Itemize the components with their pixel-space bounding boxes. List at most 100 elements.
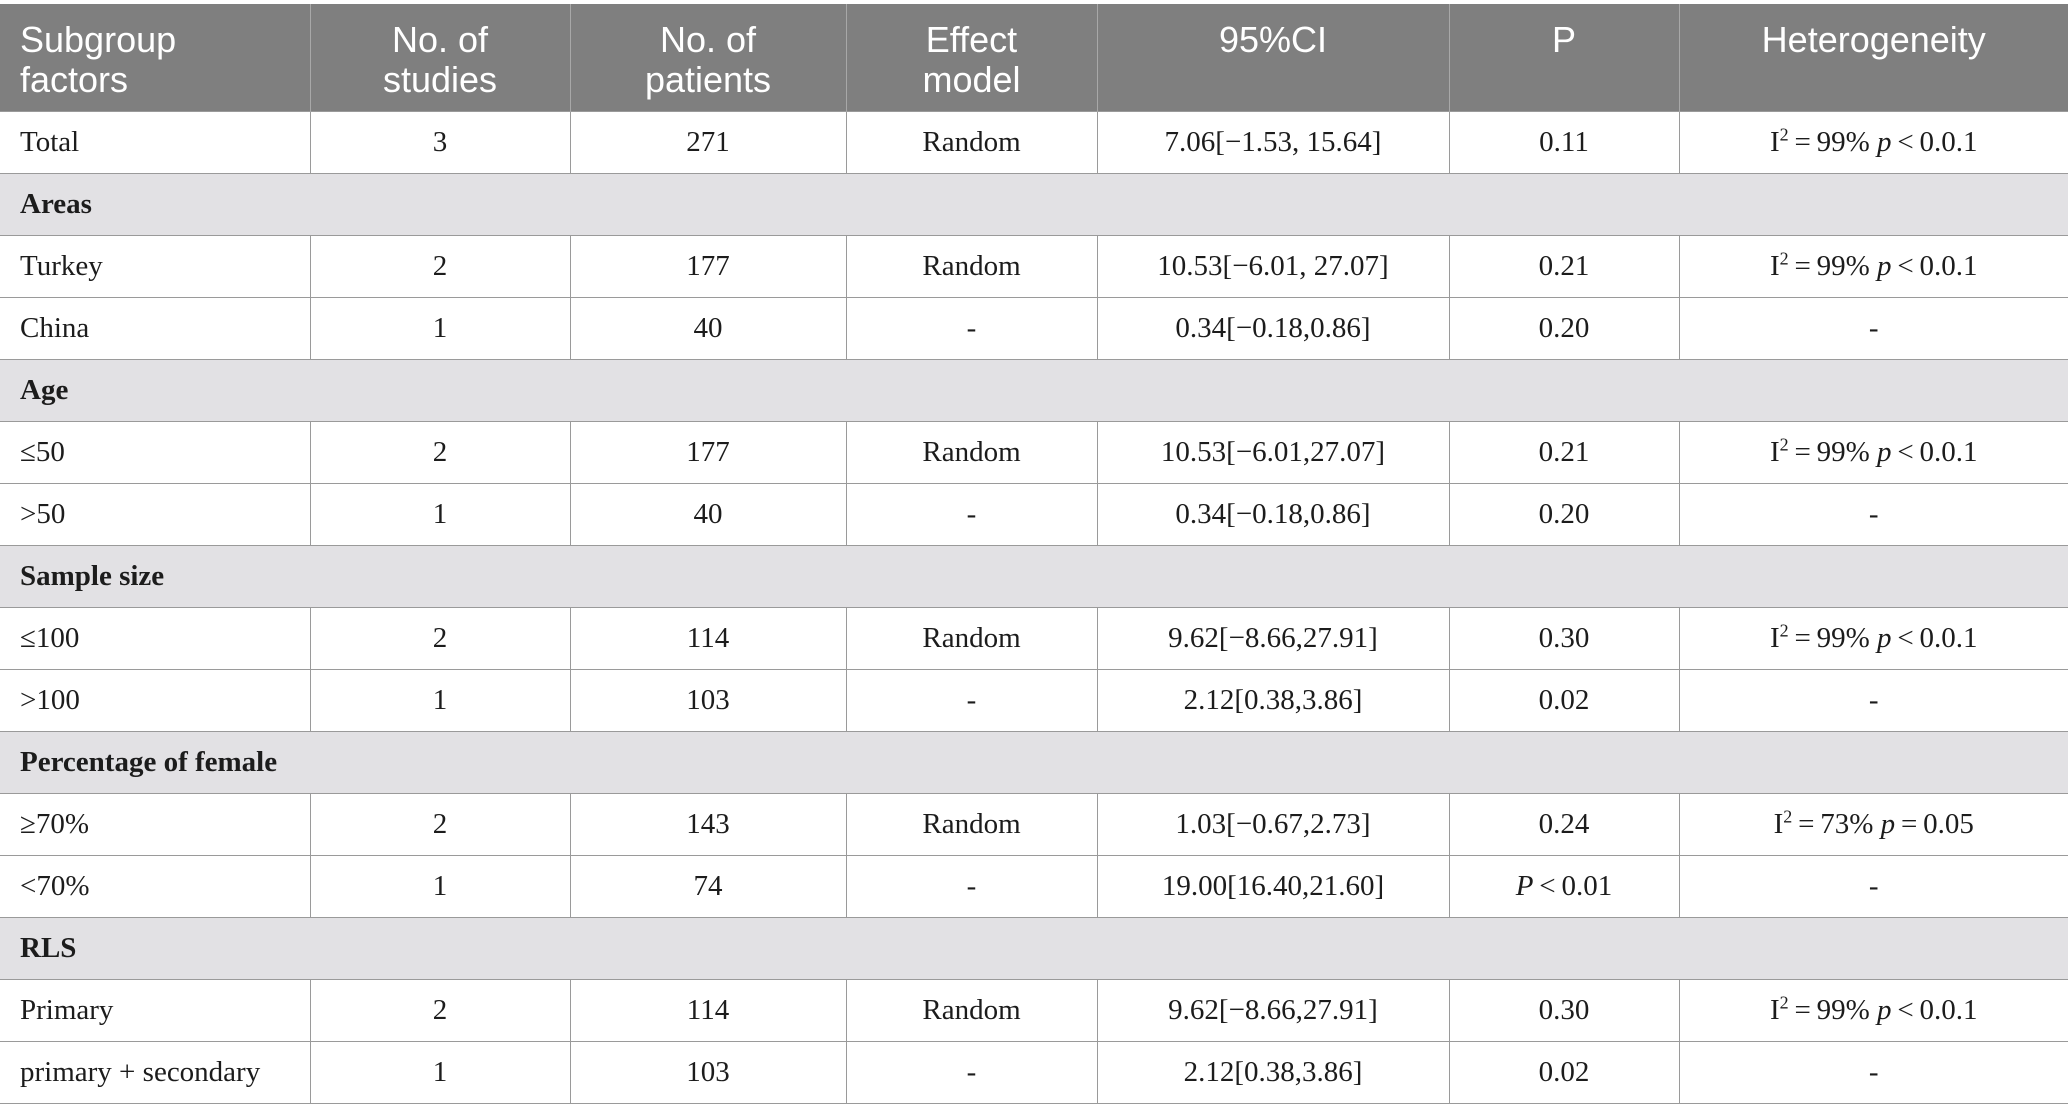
subgroup-analysis-table: Subgroup factors No. of studies No. of pati…	[0, 4, 2068, 1104]
cell-p-value: 0.30	[1448, 606, 1680, 670]
cell-studies: 1	[309, 482, 571, 546]
cell-subgroup: >100	[0, 668, 311, 732]
subgroup-analysis-table-container: Subgroup factors No. of studies No. of pati…	[0, 4, 2068, 1104]
cell-studies: 1	[309, 854, 571, 918]
header-line: Subgroup	[20, 19, 177, 60]
header-line: Heterogeneity	[1761, 19, 1986, 60]
cell-ci: 10.53[−6.01,27.07]	[1096, 420, 1450, 484]
header-line: patients	[644, 59, 772, 100]
group-header-row: Areas	[0, 172, 2068, 236]
cell-effect-model: Random	[845, 792, 1098, 856]
cell-patients: 74	[569, 854, 847, 918]
cell-subgroup: >50	[0, 482, 311, 546]
table-row: >100 1 103-2.12[0.38,3.86] 0.02-	[0, 668, 2068, 732]
cell-heterogeneity: -	[1678, 1040, 2068, 1104]
header-effect-model: Effect model	[846, 4, 1098, 111]
table-row: >50 1 40-0.34[−0.18,0.86] 0.20-	[0, 482, 2068, 546]
table-row: primary + secondary 1 103-2.12[0.38,3.86] 0…	[0, 1040, 2068, 1104]
cell-heterogeneity: -	[1678, 668, 2068, 732]
group-label: Age	[0, 358, 2068, 422]
cell-studies: 2	[309, 978, 571, 1042]
cell-patients: 177	[569, 234, 847, 298]
cell-effect-model: Random	[845, 978, 1098, 1042]
header-no-of-patients: No. of patients	[570, 4, 847, 111]
cell-heterogeneity: I2 = 99% p < 0.0.1	[1678, 110, 2068, 174]
cell-patients: 103	[569, 668, 847, 732]
table-row: Turkey 2 177 Random 10.53[−6.01, 27.07] 0.21 I…	[0, 234, 2068, 298]
cell-subgroup: <70%	[0, 854, 311, 918]
group-label: Sample size	[0, 544, 2068, 608]
group-header-row: Percentage of female	[0, 730, 2068, 794]
cell-patients: 114	[569, 606, 847, 670]
cell-p-value: 0.30	[1448, 978, 1680, 1042]
cell-effect-model: Random	[845, 234, 1098, 298]
header-line: model	[922, 59, 1021, 100]
group-label: RLS	[0, 916, 2068, 980]
cell-heterogeneity: I2 = 99% p < 0.0.1	[1678, 978, 2068, 1042]
cell-subgroup: China	[0, 296, 311, 360]
table-row: ≤100 2 114 Random 9.62[−8.66,27.91] 0.30 I2 = …	[0, 606, 2068, 670]
cell-studies: 1	[309, 668, 571, 732]
cell-effect-model: Random	[845, 420, 1098, 484]
cell-ci: 0.34[−0.18,0.86]	[1096, 296, 1450, 360]
table-row: Total 3 271 Random 7.06[−1.53, 15.64] 0.11 I2 …	[0, 110, 2068, 174]
cell-studies: 3	[309, 110, 571, 174]
cell-ci: 19.00[16.40,21.60]	[1096, 854, 1450, 918]
cell-effect-model: -	[845, 482, 1098, 546]
cell-subgroup: ≤50	[0, 420, 311, 484]
cell-subgroup: Turkey	[0, 234, 311, 298]
group-header-row: RLS	[0, 916, 2068, 980]
header-p: P	[1449, 4, 1680, 111]
header-line: No. of	[659, 19, 757, 60]
cell-ci: 9.62[−8.66,27.91]	[1096, 606, 1450, 670]
cell-subgroup: ≤100	[0, 606, 311, 670]
table-row: <70% 1 74-19.00[16.40,21.60] P < 0.01-	[0, 854, 2068, 918]
cell-patients: 40	[569, 482, 847, 546]
cell-p-value: 0.20	[1448, 482, 1680, 546]
cell-ci: 2.12[0.38,3.86]	[1096, 1040, 1450, 1104]
cell-effect-model: -	[845, 668, 1098, 732]
table-row: Primary 2 114 Random 9.62[−8.66,27.91] 0.30 I2…	[0, 978, 2068, 1042]
cell-studies: 1	[309, 296, 571, 360]
header-line: factors	[20, 59, 129, 100]
cell-ci: 0.34[−0.18,0.86]	[1096, 482, 1450, 546]
header-line: 95%CI	[1218, 19, 1328, 60]
cell-subgroup: Total	[0, 110, 311, 174]
cell-p-value: 0.24	[1448, 792, 1680, 856]
cell-heterogeneity: I2 = 73% p = 0.05	[1678, 792, 2068, 856]
cell-ci: 2.12[0.38,3.86]	[1096, 668, 1450, 732]
cell-patients: 114	[569, 978, 847, 1042]
cell-heterogeneity: I2 = 99% p < 0.0.1	[1678, 606, 2068, 670]
cell-studies: 2	[309, 234, 571, 298]
table-row: ≥70% 2 143 Random 1.03[−0.67,2.73] 0.24 I2 = 7…	[0, 792, 2068, 856]
cell-patients: 40	[569, 296, 847, 360]
cell-ci: 1.03[−0.67,2.73]	[1096, 792, 1450, 856]
cell-p-value: 0.02	[1448, 668, 1680, 732]
cell-heterogeneity: -	[1678, 854, 2068, 918]
cell-effect-model: -	[845, 1040, 1098, 1104]
cell-p-value: 0.02	[1448, 1040, 1680, 1104]
cell-p-value: 0.11	[1448, 110, 1680, 174]
cell-effect-model: -	[845, 296, 1098, 360]
table-body: Total 3 271 Random 7.06[−1.53, 15.64] 0.11 I2 …	[0, 110, 2068, 1104]
cell-subgroup: Primary	[0, 978, 311, 1042]
cell-ci: 9.62[−8.66,27.91]	[1096, 978, 1450, 1042]
cell-patients: 143	[569, 792, 847, 856]
group-label: Percentage of female	[0, 730, 2068, 794]
header-subgroup-factors: Subgroup factors	[0, 4, 311, 111]
cell-heterogeneity: -	[1678, 482, 2068, 546]
cell-heterogeneity: -	[1678, 296, 2068, 360]
header-line: P	[1551, 19, 1576, 60]
group-header-row: Age	[0, 358, 2068, 422]
cell-subgroup: ≥70%	[0, 792, 311, 856]
cell-studies: 2	[309, 606, 571, 670]
cell-studies: 2	[309, 792, 571, 856]
cell-heterogeneity: I2 = 99% p < 0.0.1	[1678, 234, 2068, 298]
cell-effect-model: -	[845, 854, 1098, 918]
cell-patients: 177	[569, 420, 847, 484]
cell-effect-model: Random	[845, 110, 1098, 174]
cell-p-value: P < 0.01	[1448, 854, 1680, 918]
header-line: No. of	[391, 19, 489, 60]
group-header-row: Sample size	[0, 544, 2068, 608]
cell-patients: 271	[569, 110, 847, 174]
